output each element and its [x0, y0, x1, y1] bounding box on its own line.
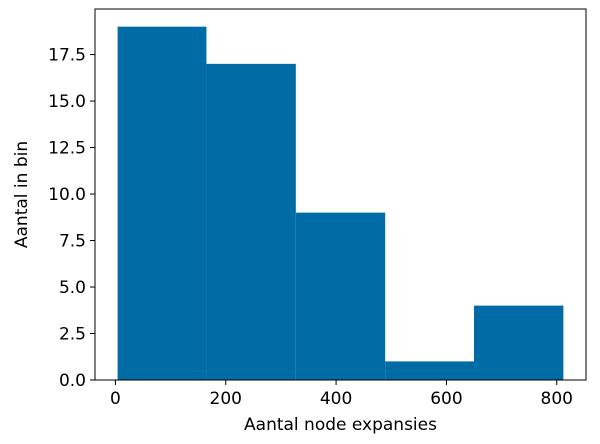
bars-group	[117, 26, 564, 381]
y-axis-label: Aantal in bin	[12, 141, 32, 248]
histogram-bar-1	[206, 63, 296, 380]
histogram-bar-2	[295, 212, 386, 380]
y-tick-label-6: 15.0	[48, 92, 86, 112]
x-tick-label-1: 200	[210, 389, 242, 409]
y-tick-label-5: 12.5	[48, 139, 86, 159]
y-tick-label-4: 10.0	[48, 185, 86, 205]
x-tick-label-0: 0	[110, 389, 121, 409]
histogram-bar-4	[474, 305, 564, 380]
y-tick-label-1: 2.5	[59, 325, 86, 345]
x-axis-ticks: 0 200 400 600 800	[110, 380, 573, 409]
y-axis-ticks: 0.0 2.5 5.0 7.5 10.0 12.5 15.0 17.5	[48, 46, 95, 391]
histogram-bar-3	[385, 361, 475, 380]
x-tick-label-2: 400	[320, 389, 352, 409]
histogram-bar-0	[117, 26, 207, 381]
y-tick-label-3: 7.5	[59, 232, 86, 252]
x-tick-label-4: 800	[541, 389, 573, 409]
y-tick-label-0: 0.0	[59, 371, 86, 391]
x-axis-label: Aantal node expansies	[244, 415, 437, 435]
y-tick-label-7: 17.5	[48, 46, 86, 66]
x-tick-label-3: 600	[430, 389, 462, 409]
plot-frame	[94, 8, 587, 381]
y-tick-label-2: 5.0	[59, 278, 86, 298]
